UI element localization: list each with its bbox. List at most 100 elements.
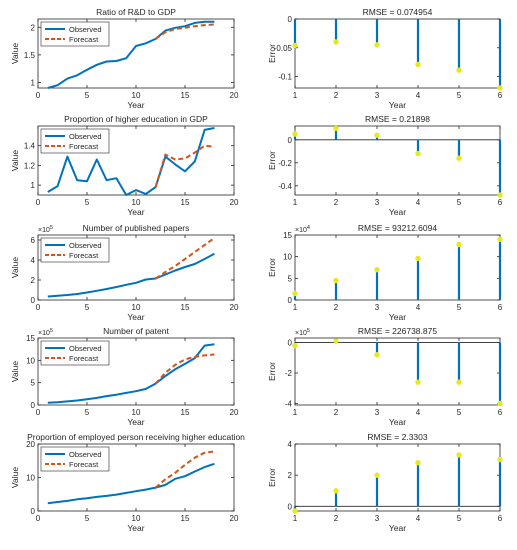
stem-marker — [415, 255, 421, 262]
stem-marker — [333, 125, 339, 132]
y-axis-label: Value — [10, 361, 20, 382]
legend-label: Forecast — [69, 354, 99, 363]
legend-label: Observed — [69, 450, 102, 459]
x-tick-label: 5 — [85, 303, 90, 312]
stem-marker — [497, 400, 503, 407]
y-tick-label: -0.4 — [278, 182, 292, 191]
x-tick-label: 6 — [498, 514, 503, 523]
chart-title: RMSE = 0.074954 — [363, 7, 433, 17]
legend-label: Observed — [69, 241, 102, 250]
x-tick-label: 0 — [36, 408, 41, 417]
y-tick-label: 6 — [31, 236, 36, 245]
y-tick-label: 2 — [288, 471, 293, 480]
stem-marker — [456, 155, 462, 161]
x-tick-label: 3 — [375, 91, 380, 100]
x-tick-label: 15 — [181, 91, 190, 100]
x-tick-label: 10 — [132, 303, 141, 312]
y-tick-label: 15 — [26, 334, 35, 343]
x-tick-label: 20 — [230, 514, 239, 523]
stem-marker — [374, 472, 380, 478]
x-tick-label: 10 — [132, 91, 141, 100]
x-tick-label: 3 — [375, 408, 380, 417]
plot-area — [294, 125, 501, 196]
y-tick-label: 20 — [26, 440, 35, 449]
x-axis-label: Year — [389, 207, 406, 217]
x-tick-label: 0 — [36, 91, 41, 100]
stem-marker — [456, 241, 462, 248]
y-tick-label: 5 — [288, 274, 293, 283]
y-tick-label: -4 — [285, 399, 293, 408]
x-axis-label: Year — [127, 100, 144, 110]
forecast-series-line — [154, 450, 215, 489]
y-axis-label: Value — [10, 467, 20, 488]
observed-series-line — [47, 462, 215, 505]
stem-marker — [456, 67, 462, 73]
stem-marker — [292, 131, 298, 137]
legend-label: Observed — [69, 25, 102, 34]
y-tick-label: 10 — [26, 474, 35, 483]
stem-marker — [292, 42, 298, 49]
stem-chart: 1 2 3 4 5 6 0 -0.2 -0.4 RMSE = 0.21898 Year Error — [267, 114, 503, 217]
x-tick-label: 5 — [85, 514, 90, 523]
y-tick-label: 1.5 — [24, 51, 36, 60]
x-tick-label: 5 — [85, 91, 90, 100]
stem-marker — [497, 456, 503, 463]
plot-area — [294, 443, 501, 512]
legend-box — [40, 237, 110, 263]
x-axis-label: Year — [389, 417, 406, 427]
legend-box — [40, 21, 110, 47]
y-tick-label: 10 — [26, 356, 35, 365]
plot-area — [294, 18, 501, 89]
x-tick-label: 5 — [457, 408, 462, 417]
plot-area — [294, 337, 501, 406]
y-tick-label: 0 — [288, 502, 293, 511]
y-tick-label: 4 — [288, 440, 293, 449]
x-tick-label: 2 — [334, 514, 339, 523]
y-tick-label: -2 — [285, 369, 293, 378]
observed-series-line — [47, 252, 215, 298]
x-tick-label: 6 — [498, 91, 503, 100]
legend-label: Observed — [69, 132, 102, 141]
x-tick-label: 6 — [498, 303, 503, 312]
legend-box — [40, 128, 110, 154]
x-tick-label: 6 — [498, 408, 503, 417]
y-tick-label: 0 — [288, 339, 293, 348]
chart-title: Proportion of employed person receiving … — [27, 432, 245, 442]
x-axis-label: Year — [127, 523, 144, 533]
y-tick-label: 1 — [31, 78, 36, 87]
x-tick-label: 5 — [457, 91, 462, 100]
x-tick-label: 20 — [230, 91, 239, 100]
stem-marker — [292, 508, 298, 514]
y-exponent-label: ×105 — [295, 328, 310, 337]
y-tick-label: 2 — [31, 23, 36, 32]
y-tick-label: 10 — [283, 253, 292, 262]
y-axis-label: Error — [267, 468, 277, 487]
stem-chart: 1 2 3 4 5 6 0 -0.05 -0.1 RMSE = 0.074954 Year Error — [267, 7, 503, 110]
x-tick-label: 4 — [416, 408, 421, 417]
y-axis-label: Error — [267, 44, 277, 63]
legend-box — [40, 446, 110, 472]
x-axis-label: Year — [127, 207, 144, 217]
y-tick-label: -0.05 — [274, 44, 293, 53]
stem-marker — [333, 488, 339, 494]
stem-marker — [497, 192, 503, 198]
legend-box — [40, 340, 110, 366]
x-tick-label: 1 — [293, 514, 298, 523]
legend-label: Forecast — [69, 142, 99, 151]
x-tick-label: 15 — [181, 303, 190, 312]
x-axis-label: Year — [127, 312, 144, 322]
y-exponent-label: ×105 — [38, 225, 53, 234]
x-tick-label: 20 — [230, 303, 239, 312]
x-tick-label: 5 — [457, 303, 462, 312]
stem-marker — [333, 277, 339, 284]
stem-marker — [374, 352, 380, 358]
x-tick-label: 1 — [293, 198, 298, 207]
stem-marker — [415, 150, 421, 157]
x-tick-label: 1 — [293, 303, 298, 312]
line-chart: 0 5 10 15 20 0 2 4 6×105 Number of published pape… — [10, 223, 239, 322]
